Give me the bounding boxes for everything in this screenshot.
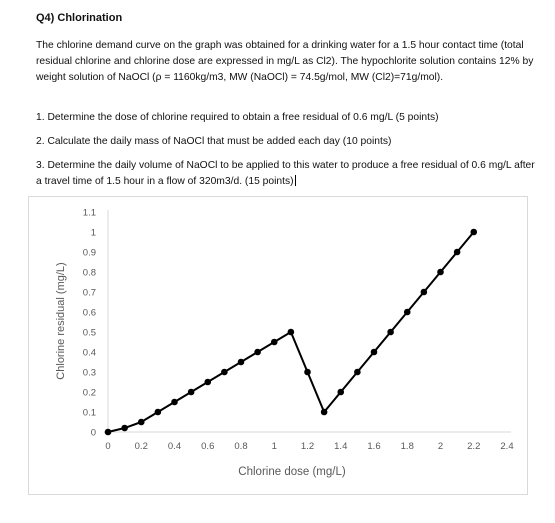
data-point <box>121 424 128 432</box>
data-point <box>154 408 162 416</box>
chlorine-demand-chart: 0 0.2 0.4 0.6 0.8 1 1.2 1.4 1.6 1.8 2 2.2 2.4 0 0.1 0.… <box>55 208 514 479</box>
data-point <box>437 268 444 276</box>
y-tick-label: 0.5 <box>83 328 96 339</box>
data-point <box>320 408 328 416</box>
data-point <box>470 228 478 236</box>
y-tick-label: 1.1 <box>83 208 96 219</box>
question-title: Q4) Chlorination <box>36 12 123 24</box>
x-tick-label: 1.6 <box>367 441 380 452</box>
y-tick-label: 0.6 <box>83 308 96 319</box>
data-point <box>337 388 345 396</box>
y-tick-label: 0.4 <box>83 348 96 359</box>
data-point <box>137 418 145 426</box>
y-tick-label: 0.9 <box>83 248 96 259</box>
data-point <box>387 328 394 336</box>
y-tick-label: 0 <box>91 428 96 439</box>
chart-container: 0 0.2 0.4 0.6 0.8 1 1.2 1.4 1.6 1.8 2 2.2 2.4 0 0.1 0.… <box>28 196 528 495</box>
question-part-1: 1. Determine the dose of chlorine requir… <box>36 112 439 123</box>
question-part-2: 2. Calculate the daily mass of NaOCl tha… <box>36 136 392 147</box>
x-tick-label: 1 <box>272 441 277 452</box>
data-point <box>453 248 461 256</box>
data-point <box>403 308 411 316</box>
data-point <box>104 428 112 436</box>
data-point <box>221 368 228 376</box>
x-tick-label: 1.8 <box>401 441 414 452</box>
x-tick-labels: 0 0.2 0.4 0.6 0.8 1 1.2 1.4 1.6 1.8 2 2.2 2.4 <box>105 441 513 452</box>
x-tick-label: 0 <box>105 441 110 452</box>
x-tick-label: 2.4 <box>500 441 513 452</box>
x-tick-label: 0.6 <box>201 441 214 452</box>
y-tick-label: 1 <box>91 228 96 239</box>
data-point <box>237 358 245 366</box>
y-tick-label: 0.7 <box>83 288 96 299</box>
data-point <box>354 368 361 376</box>
y-tick-label: 0.8 <box>83 268 96 279</box>
question-intro: The chlorine demand curve on the graph w… <box>36 40 534 83</box>
data-point <box>420 288 428 296</box>
y-tick-label: 0.1 <box>83 408 96 419</box>
data-point <box>254 348 261 356</box>
data-point <box>304 368 311 376</box>
x-tick-label: 2 <box>438 441 443 452</box>
x-tick-label: 1.4 <box>334 441 347 452</box>
y-tick-label: 0.3 <box>83 368 96 379</box>
data-point <box>171 398 178 406</box>
x-tick-label: 0.4 <box>168 441 181 452</box>
data-point <box>204 378 212 386</box>
x-tick-label: 0.8 <box>234 441 247 452</box>
y-tick-label: 0.2 <box>83 388 96 399</box>
question-part-3: 3. Determine the daily volume of NaOCl t… <box>36 158 541 190</box>
data-point <box>270 338 278 346</box>
x-tick-label: 0.2 <box>135 441 148 452</box>
chart-series <box>104 228 478 436</box>
chart-axes <box>104 210 511 433</box>
y-tick-labels: 0 0.1 0.2 0.3 0.4 0.5 0.6 0.7 0.8 0.9 1 1.1 <box>83 208 96 439</box>
text-cursor <box>294 175 296 186</box>
x-axis-label: Chlorine dose (mg/L) <box>238 466 346 478</box>
data-point <box>370 348 378 356</box>
data-point <box>187 388 195 396</box>
data-point <box>287 328 295 336</box>
question-part-3-text: 3. Determine the daily volume of NaOCl t… <box>36 160 535 187</box>
x-tick-label: 2.2 <box>467 441 480 452</box>
y-axis-label: Chlorine residual (mg/L) <box>55 262 67 379</box>
x-tick-label: 1.2 <box>301 441 314 452</box>
